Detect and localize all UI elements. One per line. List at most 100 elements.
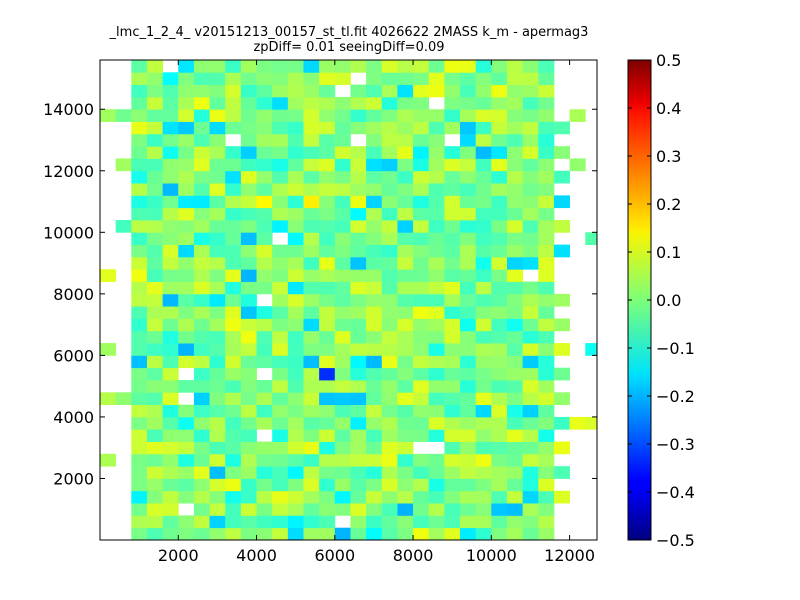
heatmap-cell: [334, 478, 351, 492]
heatmap-cell: [428, 503, 445, 516]
heatmap-cell: [146, 269, 164, 282]
heatmap-cell: [272, 170, 289, 184]
heatmap-cell: [366, 404, 383, 418]
heatmap-cell: [287, 318, 304, 332]
heatmap-cell: [460, 269, 477, 282]
heatmap-cell: [287, 133, 304, 147]
heatmap-cell: [178, 466, 195, 479]
heatmap-cell: [240, 207, 257, 221]
heatmap-cell: [397, 441, 414, 455]
heatmap-cell: [553, 195, 571, 209]
heatmap-cell: [287, 60, 304, 73]
heatmap-cell: [209, 244, 226, 258]
heatmap-cell: [272, 244, 289, 258]
heatmap-cell: [475, 60, 492, 73]
heatmap-cell: [240, 269, 257, 282]
heatmap-cell: [413, 490, 430, 504]
heatmap-cell: [319, 121, 336, 135]
heatmap-cell: [225, 318, 242, 332]
heatmap-cell: [538, 355, 555, 369]
heatmap-cell: [287, 256, 304, 270]
heatmap-cell: [209, 158, 226, 172]
heatmap-cell: [225, 158, 242, 172]
heatmap-cell: [506, 195, 524, 209]
heatmap-cell: [334, 490, 351, 504]
heatmap-cell: [334, 244, 351, 258]
heatmap-cell: [538, 380, 555, 393]
heatmap-cell: [444, 466, 461, 479]
heatmap-cell: [538, 244, 555, 258]
heatmap-cell: [256, 392, 273, 406]
heatmap-cell: [506, 256, 524, 270]
heatmap-cell: [240, 330, 257, 344]
heatmap-cell: [491, 96, 508, 110]
heatmap-cell: [506, 392, 524, 406]
heatmap-cell: [381, 367, 398, 381]
heatmap-cell: [287, 146, 304, 159]
heatmap-cell: [366, 515, 383, 529]
heatmap-cell: [506, 96, 524, 110]
heatmap-cell: [146, 343, 164, 356]
heatmap-cell: [303, 146, 320, 159]
heatmap-cell: [491, 121, 508, 135]
heatmap-cell: [522, 281, 539, 295]
heatmap-cell: [240, 380, 257, 393]
heatmap-cell: [522, 490, 539, 504]
heatmap-cell: [381, 293, 398, 307]
heatmap-cell: [272, 183, 289, 196]
colorbar-tick-label: 0.3: [656, 147, 681, 166]
heatmap-cell: [240, 60, 257, 73]
heatmap-cell: [381, 244, 398, 258]
heatmap-cell: [193, 490, 210, 504]
heatmap-cell: [428, 453, 445, 467]
heatmap-cell: [522, 515, 539, 529]
heatmap-cell: [428, 195, 445, 209]
heatmap-cell: [146, 256, 164, 270]
heatmap-cell: [272, 478, 289, 492]
heatmap-cell: [193, 367, 210, 381]
heatmap-cell: [225, 355, 242, 369]
heatmap-cell: [193, 293, 210, 307]
heatmap-cell: [131, 503, 148, 516]
y-tick-label: 12000: [43, 162, 94, 181]
heatmap-cell: [366, 416, 383, 430]
heatmap-cell: [506, 343, 524, 356]
heatmap-cell: [240, 441, 257, 455]
heatmap-cell: [460, 244, 477, 258]
heatmap-cell: [366, 380, 383, 393]
heatmap-cell: [350, 232, 367, 246]
heatmap-cell: [413, 170, 430, 184]
heatmap-cell: [491, 478, 508, 492]
heatmap-cell: [240, 490, 257, 504]
heatmap-cell: [303, 466, 320, 479]
heatmap-cell: [131, 416, 148, 430]
heatmap-cell: [256, 207, 273, 221]
heatmap-cell: [287, 343, 304, 356]
heatmap-cell: [193, 466, 210, 479]
heatmap-cell: [178, 146, 195, 159]
heatmap-cell: [178, 220, 195, 233]
heatmap-cell: [538, 220, 555, 233]
heatmap-cell: [350, 355, 367, 369]
heatmap-cell: [460, 392, 477, 406]
heatmap-cell: [319, 183, 336, 196]
heatmap-cell: [319, 429, 336, 442]
heatmap-cell: [131, 269, 148, 282]
heatmap-cell: [287, 527, 304, 541]
heatmap-cell: [538, 392, 555, 406]
heatmap-cell: [413, 527, 430, 541]
heatmap-cell: [209, 515, 226, 529]
heatmap-cell: [303, 207, 320, 221]
heatmap-cell: [366, 109, 383, 122]
axes: 2000 4000 6000 8000 10000 12000 2000 4000 6000 80…: [43, 60, 597, 565]
heatmap-cell: [303, 121, 320, 135]
heatmap-cell: [506, 109, 524, 122]
heatmap-cell: [225, 109, 242, 122]
y-tick-label: 14000: [43, 100, 94, 119]
heatmap-cell: [475, 343, 492, 356]
heatmap-cell: [397, 503, 414, 516]
heatmap-cell: [522, 207, 539, 221]
heatmap-cell: [522, 478, 539, 492]
heatmap-cell: [256, 269, 273, 282]
heatmap-cell: [162, 441, 179, 455]
